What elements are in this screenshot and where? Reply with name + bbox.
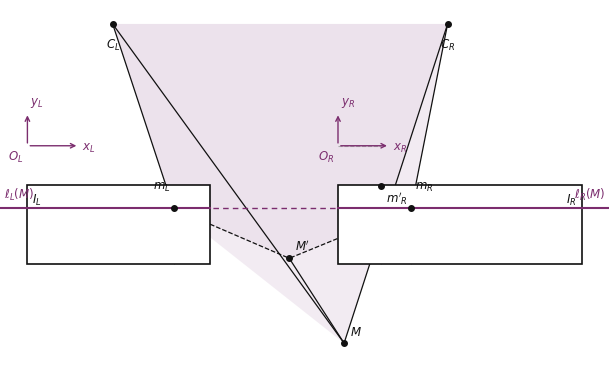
Text: $m_L$: $m_L$ <box>153 182 171 194</box>
Text: $y_L$: $y_L$ <box>30 96 44 110</box>
Polygon shape <box>113 24 448 343</box>
Text: $C_R$: $C_R$ <box>440 38 455 53</box>
Text: $M$: $M$ <box>350 326 362 339</box>
Text: $m_R$: $m_R$ <box>415 182 434 194</box>
Text: $x_R$: $x_R$ <box>393 142 407 155</box>
Text: $M'$: $M'$ <box>295 240 311 254</box>
Text: $y_R$: $y_R$ <box>341 96 355 110</box>
Text: $\ell_L(M)$: $\ell_L(M)$ <box>4 187 34 203</box>
Text: $O_L$: $O_L$ <box>8 150 23 165</box>
Polygon shape <box>113 24 448 258</box>
Bar <box>27 184 210 264</box>
Text: $I_L$: $I_L$ <box>32 193 42 208</box>
Text: $I_R$: $I_R$ <box>566 193 577 208</box>
Text: $C_L$: $C_L$ <box>105 38 120 53</box>
Text: $x_L$: $x_L$ <box>82 142 96 155</box>
Text: $O_R$: $O_R$ <box>318 150 334 165</box>
Bar <box>338 184 420 258</box>
Text: $\ell_R(M)$: $\ell_R(M)$ <box>574 187 605 203</box>
Bar <box>338 184 582 264</box>
Text: $m'_R$: $m'_R$ <box>385 190 407 207</box>
